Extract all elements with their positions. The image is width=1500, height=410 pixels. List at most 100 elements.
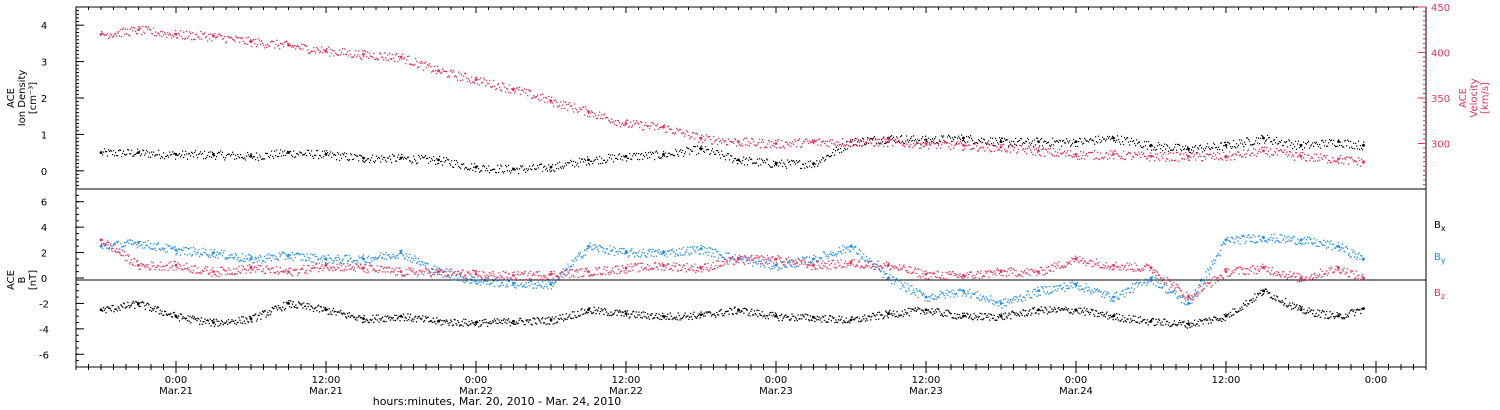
bx-point xyxy=(941,313,943,315)
velocity-point xyxy=(723,139,725,142)
by-point xyxy=(542,287,545,289)
density-point xyxy=(964,141,966,143)
velocity-point xyxy=(1033,146,1035,149)
by-point xyxy=(465,277,467,279)
density-point xyxy=(1092,139,1094,141)
density-point xyxy=(979,140,981,142)
bx-point xyxy=(496,318,498,320)
density-point xyxy=(987,142,989,144)
by-point xyxy=(425,263,427,265)
density-point xyxy=(596,156,598,158)
velocity-point xyxy=(1150,152,1152,154)
density-point xyxy=(519,168,521,170)
bx-point xyxy=(691,318,693,321)
velocity-point xyxy=(1271,154,1273,156)
density-point xyxy=(1204,150,1206,152)
density-point xyxy=(509,170,511,172)
bx-point xyxy=(847,321,849,323)
density-point xyxy=(385,159,387,161)
density-point xyxy=(495,171,497,173)
density-point xyxy=(719,154,721,156)
velocity-point xyxy=(1339,157,1341,159)
density-point xyxy=(1227,141,1229,143)
density-point xyxy=(1045,140,1047,143)
density-point xyxy=(669,152,671,154)
velocity-point xyxy=(351,56,353,58)
velocity-point xyxy=(1025,148,1027,150)
velocity-point xyxy=(1232,154,1234,156)
bx-point xyxy=(559,314,561,316)
by-point xyxy=(410,257,413,259)
velocity-point xyxy=(516,87,518,89)
bx-point xyxy=(1159,322,1162,324)
velocity-point xyxy=(1117,153,1119,155)
density-point xyxy=(401,153,403,156)
by-point xyxy=(213,249,216,251)
bx-point xyxy=(460,324,462,326)
bx-point xyxy=(1192,322,1194,325)
density-point xyxy=(834,154,836,156)
density-point xyxy=(418,154,420,156)
density-point xyxy=(1053,144,1055,146)
by-point xyxy=(284,258,287,261)
by-point xyxy=(115,240,118,243)
density-point xyxy=(780,162,782,164)
velocity-point xyxy=(1070,150,1072,152)
bx-point xyxy=(1114,314,1116,316)
velocity-point xyxy=(151,32,153,35)
velocity-point xyxy=(375,58,377,61)
density-point xyxy=(932,138,934,140)
bx-point xyxy=(617,310,619,312)
density-point xyxy=(387,157,389,159)
velocity-point xyxy=(101,30,103,33)
density-point xyxy=(348,159,350,162)
velocity-point xyxy=(381,56,383,58)
velocity-point xyxy=(1018,149,1020,151)
density-point xyxy=(1294,146,1296,148)
bx-point xyxy=(416,321,418,323)
density-point xyxy=(492,168,494,171)
velocity-point xyxy=(232,38,234,41)
bx-point xyxy=(858,317,861,320)
bx-point xyxy=(450,319,452,321)
bx-point xyxy=(808,319,810,321)
velocity-point xyxy=(698,141,700,143)
bx-point xyxy=(463,318,465,320)
density-point xyxy=(957,137,959,139)
bx-point xyxy=(1322,310,1324,313)
density-point xyxy=(344,152,346,154)
density-point xyxy=(1242,143,1244,145)
bx-point xyxy=(562,313,564,316)
bx-point xyxy=(1126,318,1128,320)
velocity-point xyxy=(729,140,731,143)
velocity-point xyxy=(262,42,264,45)
velocity-point xyxy=(955,143,957,145)
bx-point xyxy=(1228,313,1230,315)
velocity-point xyxy=(1213,152,1215,154)
density-point xyxy=(120,149,122,151)
density-point xyxy=(127,148,129,151)
velocity-point xyxy=(1148,155,1150,157)
velocity-point xyxy=(871,143,873,145)
velocity-point xyxy=(110,33,112,35)
velocity-point xyxy=(857,145,859,147)
bx-point xyxy=(768,314,770,316)
velocity-point xyxy=(531,98,533,100)
by-point xyxy=(467,279,469,281)
bx-point xyxy=(846,321,848,324)
density-point xyxy=(1052,137,1054,139)
velocity-point xyxy=(656,124,658,127)
velocity-point xyxy=(397,60,399,63)
bx-point xyxy=(635,311,637,313)
by-point xyxy=(523,284,525,286)
density-point xyxy=(753,162,755,164)
by-point xyxy=(309,257,311,259)
bx-point xyxy=(339,311,341,313)
density-point xyxy=(131,149,133,152)
velocity-point xyxy=(142,25,144,28)
density-point xyxy=(838,148,840,150)
density-point xyxy=(1287,146,1289,148)
velocity-point xyxy=(457,79,459,81)
bx-point xyxy=(987,316,989,318)
velocity-point xyxy=(951,144,953,146)
